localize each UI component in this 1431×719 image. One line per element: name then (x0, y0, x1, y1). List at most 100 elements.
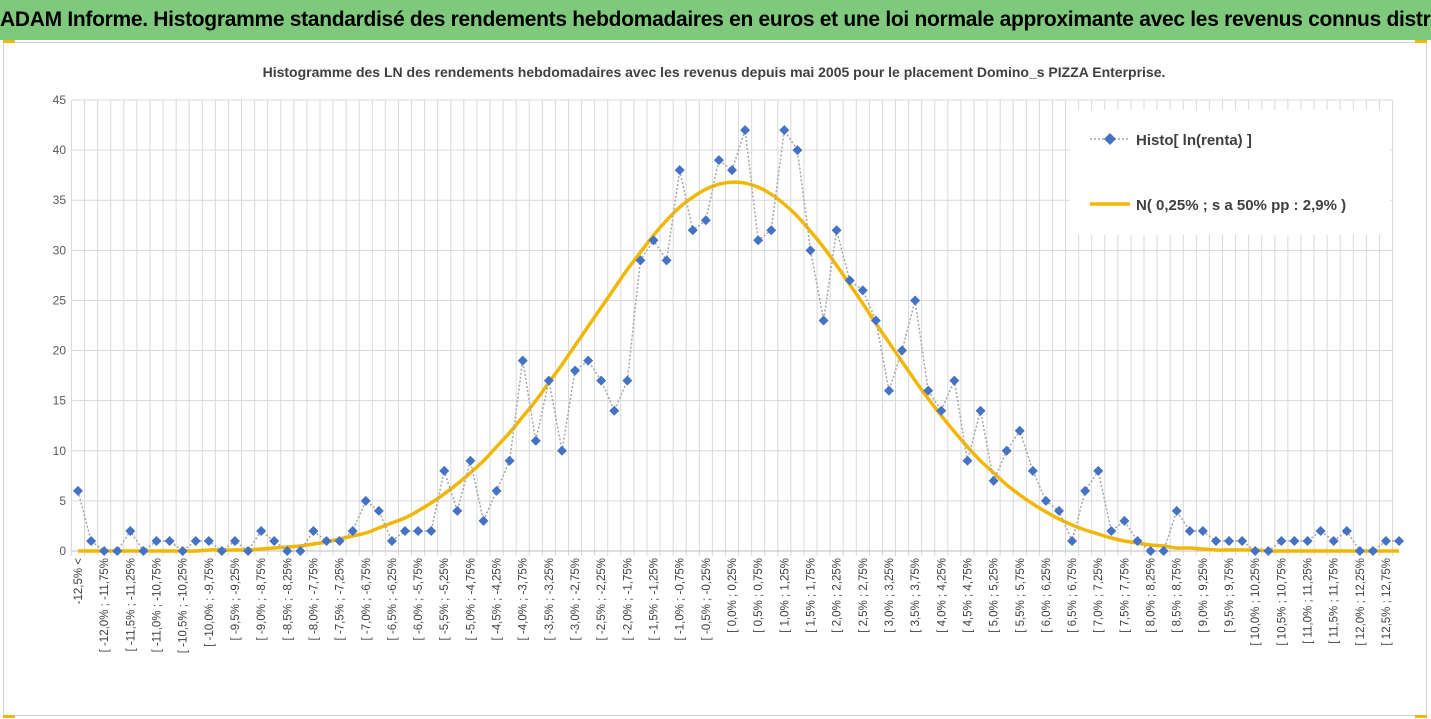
histo-point (308, 525, 319, 536)
histo-point (713, 155, 724, 166)
x-tick-label: [ -10,5% ; -10,25% (178, 558, 190, 653)
histo-point (269, 535, 280, 546)
histo-point (1001, 445, 1012, 456)
histo-point (727, 165, 737, 176)
x-tick-label: [ 12,0% ; 12,25% (1355, 558, 1367, 646)
x-tick-label: [ 3,5% ; 3,75% (910, 558, 922, 633)
y-tick-label: 45 (53, 93, 67, 107)
x-tick-label: [ -8,5% ; -8,25% (282, 558, 294, 640)
x-tick-label: [ -2,0% ; -1,75% (622, 558, 634, 640)
histo-point (1302, 535, 1313, 546)
histo-point (504, 455, 515, 466)
histo-point (635, 255, 646, 266)
y-tick-label: 5 (59, 494, 66, 508)
histo-point (256, 525, 267, 536)
legend: Histo[ ln(renta) ] N( 0,25% ; s a 50% pp… (1070, 110, 1390, 235)
histo-point (962, 455, 973, 466)
x-tick-label: [ -7,5% ; -7,25% (335, 558, 347, 640)
histo-point (870, 315, 881, 326)
x-tick-label: [ 7,0% ; 7,25% (1093, 558, 1105, 633)
histo-point (282, 546, 293, 556)
histo-point (478, 515, 489, 526)
x-tick-label: [ -6,5% ; -6,25% (387, 558, 399, 640)
x-tick-label: [ 10,5% ; 10,75% (1276, 558, 1288, 646)
histo-point (687, 225, 698, 236)
x-tick-label: [ -10,0% ; -9,75% (204, 558, 216, 647)
histo-point (622, 375, 633, 386)
histo-point (216, 546, 227, 556)
histo-point (556, 445, 567, 456)
title-banner (0, 0, 1431, 40)
histo-point (805, 245, 816, 256)
banner-title: ADAM Informe. Histogramme standardisé de… (0, 8, 1431, 31)
x-tick-label: [ 9,5% ; 9,75% (1224, 558, 1236, 633)
histo-point (1067, 535, 1078, 546)
histo-point (164, 535, 175, 546)
histo-point (609, 405, 620, 416)
frame-corner-left (3, 40, 15, 43)
histo-point (596, 375, 607, 386)
x-tick-label: [ 8,0% ; 8,25% (1146, 558, 1158, 633)
x-tick-label: [ 5,0% ; 5,25% (989, 558, 1001, 633)
histo-point (1354, 546, 1365, 556)
histo-point (792, 145, 803, 156)
histo-point (1341, 525, 1352, 536)
histo-point (1158, 546, 1169, 556)
histo-point (1145, 546, 1156, 556)
y-tick-label: 10 (53, 444, 67, 458)
histo-point (753, 235, 764, 246)
chart-title: Histogramme des LN des rendements hebdom… (263, 64, 1166, 80)
histo-point (112, 546, 123, 556)
histo-point (400, 525, 410, 536)
x-tick-label: [ -7,0% ; -6,75% (361, 558, 373, 640)
histo-point (1106, 525, 1117, 536)
x-tick-label: [ -9,0% ; -8,75% (256, 558, 268, 640)
histo-point (138, 546, 149, 556)
histo-point (125, 525, 136, 536)
x-tick-label: [ -1,0% ; -0,75% (675, 558, 687, 640)
histo-point (530, 435, 541, 446)
x-tick-label: [ -3,0% ; -2,75% (570, 558, 582, 640)
y-tick-label: 35 (53, 193, 67, 207)
legend-entry-histo: Histo[ ln(renta) ] (1090, 132, 1252, 149)
normal-curve-series (78, 180, 1400, 553)
x-tick-label: [ -4,5% ; -4,25% (492, 558, 504, 640)
legend-histo-label: Histo[ ln(renta) ] (1136, 132, 1252, 149)
chart-frame (3, 42, 1427, 716)
histo-point (1289, 535, 1300, 546)
histo-point (373, 505, 384, 516)
histo-point (203, 535, 214, 546)
x-tick-label: [ 2,0% ; 2,25% (832, 558, 844, 633)
histo-point (243, 546, 254, 556)
histo-point (452, 505, 463, 516)
histo-point (1263, 546, 1274, 556)
y-tick-label: 0 (59, 544, 66, 558)
y-axis-ticks: 0 5 10 15 20 25 30 35 40 45 (53, 93, 67, 558)
histo-point (321, 535, 332, 546)
histo-point (73, 485, 83, 496)
x-tick-label: [ 11,5% ; 11,75% (1329, 558, 1341, 644)
histo-point (831, 225, 842, 236)
x-tick-label: [ 0,5% ; 0,75% (753, 558, 765, 633)
histo-point (99, 546, 110, 556)
histo-point (1054, 505, 1064, 516)
y-tick-label: 30 (53, 243, 67, 257)
histo-point (936, 405, 947, 416)
histo-point (570, 365, 581, 376)
legend-normal-label: N( 0,25% ; s a 50% pp : 2,9% ) (1136, 197, 1346, 214)
histo-point (1093, 465, 1104, 476)
histo-point (413, 525, 424, 536)
frame-corner-bottom-left (3, 715, 15, 718)
histo-point (988, 475, 999, 486)
legend-histo-marker (1104, 133, 1116, 145)
histo-point (897, 345, 908, 356)
x-tick-label: [ -3,5% ; -3,25% (544, 558, 556, 640)
histo-point (151, 535, 162, 546)
x-tick-label: [ 7,5% ; 7,75% (1119, 558, 1131, 633)
histo-point (674, 165, 685, 176)
x-tick-label: [ 0,0% ; 0,25% (727, 558, 739, 633)
histo-point (543, 375, 554, 386)
x-tick-label: [ -12,0% ; -11,75% (99, 558, 111, 652)
histo-point (1210, 535, 1221, 546)
histo-point (1197, 525, 1208, 536)
